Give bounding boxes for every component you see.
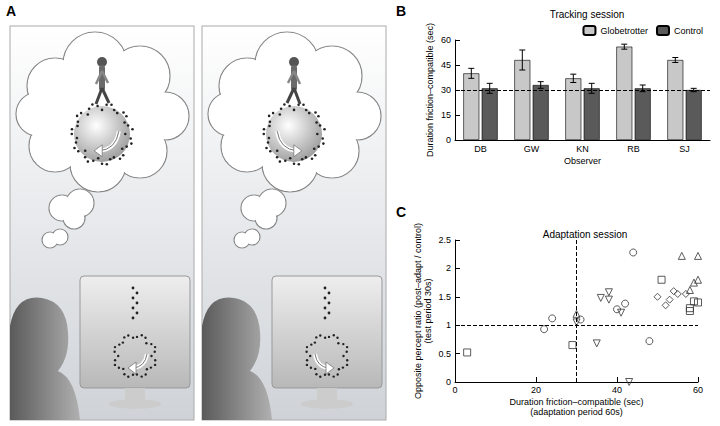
svg-text:SJ: SJ bbox=[679, 144, 690, 154]
svg-text:B: B bbox=[396, 3, 406, 19]
svg-text:60: 60 bbox=[441, 35, 451, 45]
svg-text:15: 15 bbox=[441, 110, 451, 120]
svg-text:Tracking session: Tracking session bbox=[550, 9, 625, 20]
svg-text:(test period 30s): (test period 30s) bbox=[423, 278, 433, 343]
svg-text:1.5: 1.5 bbox=[438, 292, 451, 302]
svg-text:1: 1 bbox=[446, 320, 451, 330]
svg-text:2.5: 2.5 bbox=[438, 235, 451, 245]
svg-text:30: 30 bbox=[441, 85, 451, 95]
svg-text:2: 2 bbox=[446, 263, 451, 273]
svg-text:Duration friction–compatible (: Duration friction–compatible (sec) bbox=[509, 397, 643, 407]
svg-text:Duration friction–compatible (: Duration friction–compatible (sec) bbox=[425, 23, 435, 157]
svg-text:0: 0 bbox=[446, 135, 451, 145]
svg-text:C: C bbox=[396, 204, 406, 220]
svg-text:0.5: 0.5 bbox=[438, 349, 451, 359]
svg-text:(adaptation period 60s): (adaptation period 60s) bbox=[530, 407, 623, 417]
svg-text:Observer: Observer bbox=[564, 156, 601, 166]
svg-text:Control: Control bbox=[674, 26, 703, 36]
svg-text:Adaptation session: Adaptation session bbox=[543, 229, 628, 240]
svg-text:0: 0 bbox=[452, 385, 457, 395]
svg-text:40: 40 bbox=[612, 385, 622, 395]
svg-text:Opposite percept ratio (post–a: Opposite percept ratio (post–adapt / con… bbox=[413, 223, 423, 399]
svg-text:Globetrotter: Globetrotter bbox=[600, 26, 648, 36]
svg-text:20: 20 bbox=[531, 385, 541, 395]
svg-text:A: A bbox=[6, 3, 16, 19]
svg-text:RB: RB bbox=[627, 144, 640, 154]
svg-text:45: 45 bbox=[441, 60, 451, 70]
svg-text:DB: DB bbox=[474, 144, 487, 154]
svg-text:GW: GW bbox=[524, 144, 540, 154]
svg-text:KN: KN bbox=[576, 144, 589, 154]
svg-text:0: 0 bbox=[446, 377, 451, 387]
svg-text:60: 60 bbox=[693, 385, 703, 395]
